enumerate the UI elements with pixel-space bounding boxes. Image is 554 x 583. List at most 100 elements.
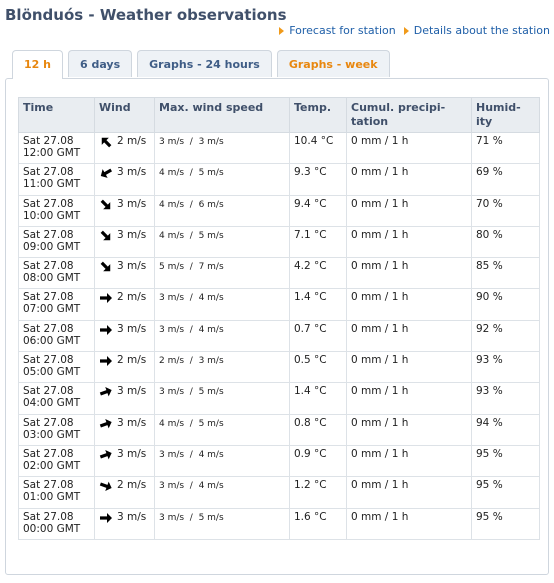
time-cell: Sat 27.08 03:00 GMT xyxy=(18,413,95,446)
observations-panel: Time Wind Max. wind speed Temp. Cumul. p… xyxy=(5,78,549,575)
table-row: Sat 27.08 08:00 GMT 3 m/s 5 m/s / 7 m/s 4.2 … xyxy=(18,257,540,290)
wind-cell: 3 m/s xyxy=(94,319,155,353)
gust-value: 5 m/s xyxy=(198,168,224,179)
humidity-cell: 93 % xyxy=(471,351,540,384)
header-humidity-line1: Humid- xyxy=(476,101,521,114)
separator: / xyxy=(184,387,199,398)
date-value: Sat 27.08 xyxy=(23,135,74,147)
mean-wind-value: 3 m/s xyxy=(159,137,185,147)
precipitation-cell: 0 mm / 1 h xyxy=(346,131,472,165)
precipitation-cell: 0 mm / 1 h xyxy=(346,507,472,540)
time-cell: Sat 27.08 09:00 GMT xyxy=(18,225,95,259)
time-value: 01:00 GMT xyxy=(23,491,81,504)
time-value: 06:00 GMT xyxy=(23,334,81,347)
date-value: Sat 27.08 xyxy=(23,510,74,523)
mean-wind-value: 3 m/s xyxy=(159,512,185,523)
separator: / xyxy=(184,324,199,335)
time-cell: Sat 27.08 05:00 GMT xyxy=(18,351,95,384)
date-value: Sat 27.08 xyxy=(23,322,74,335)
wind-cell: 3 m/s xyxy=(94,413,155,446)
wind-cell: 2 m/s xyxy=(94,476,155,509)
gust-value: 4 m/s xyxy=(198,481,224,492)
date-value: Sat 27.08 xyxy=(23,291,74,304)
humidity-cell: 70 % xyxy=(471,194,540,227)
time-cell: Sat 27.08 01:00 GMT xyxy=(18,476,95,509)
date-value: Sat 27.08 xyxy=(23,260,74,273)
wind-cell: 3 m/s xyxy=(94,257,155,290)
mean-wind-value: 3 m/s xyxy=(159,387,185,398)
table-row: Sat 27.08 00:00 GMT 3 m/s 3 m/s / 5 m/s 1.6 … xyxy=(18,507,540,540)
precipitation-cell: 0 mm / 1 h xyxy=(346,476,472,509)
max-wind-cell: 4 m/s / 6 m/s xyxy=(154,194,290,227)
gust-value: 5 m/s xyxy=(198,418,224,429)
precipitation-cell: 0 mm / 1 h xyxy=(346,319,472,353)
precipitation-cell: 0 mm / 1 h xyxy=(346,382,472,415)
date-value: Sat 27.08 xyxy=(23,447,74,460)
temperature-cell: 9.3 °C xyxy=(289,163,347,196)
time-value: 09:00 GMT xyxy=(23,240,81,253)
temperature-cell: 0.5 °C xyxy=(289,351,347,384)
tab-12h[interactable]: 12 h xyxy=(12,50,63,79)
date-value: Sat 27.08 xyxy=(23,354,74,367)
table-row: Sat 27.08 12:00 GMT 2 m/s 3 m/s / 3 m/s 10.4… xyxy=(18,131,540,165)
humidity-cell: 85 % xyxy=(471,257,540,290)
separator: / xyxy=(184,168,199,179)
separator: / xyxy=(184,418,199,429)
max-wind-cell: 3 m/s / 3 m/s xyxy=(154,131,290,165)
wind-speed-value: 3 m/s xyxy=(117,322,147,335)
wind-speed-value: 2 m/s xyxy=(117,291,147,304)
tab-graphs-week[interactable]: Graphs - week xyxy=(276,50,390,77)
details-about-station-label: Details about the station xyxy=(413,24,550,37)
separator: / xyxy=(184,356,199,367)
precipitation-cell: 0 mm / 1 h xyxy=(346,444,472,478)
humidity-cell: 69 % xyxy=(471,163,540,196)
header-precipitation: Cumul. precipi-tation xyxy=(346,97,472,133)
table-row: Sat 27.08 09:00 GMT 3 m/s 4 m/s / 5 m/s 7.1 … xyxy=(18,225,540,259)
header-precipitation-line1: Cumul. precipi- xyxy=(351,101,446,114)
temperature-cell: 10.4 °C xyxy=(289,131,347,165)
table-row: Sat 27.08 01:00 GMT 2 m/s 3 m/s / 4 m/s 1.2 … xyxy=(18,476,540,509)
humidity-cell: 95 % xyxy=(471,444,540,478)
time-value: 10:00 GMT xyxy=(23,209,81,222)
gust-value: 5 m/s xyxy=(198,230,224,241)
max-wind-cell: 5 m/s / 7 m/s xyxy=(154,257,290,290)
separator: / xyxy=(184,262,199,273)
wind-direction-icon xyxy=(100,293,112,304)
gust-value: 5 m/s xyxy=(198,387,224,398)
tab-6-days[interactable]: 6 days xyxy=(67,50,133,77)
wind-speed-value: 2 m/s xyxy=(117,135,147,147)
precipitation-cell: 0 mm / 1 h xyxy=(346,225,472,259)
table-row: Sat 27.08 05:00 GMT 2 m/s 2 m/s / 3 m/s 0.5 … xyxy=(18,351,540,384)
wind-direction-icon xyxy=(99,449,112,460)
gust-value: 5 m/s xyxy=(198,512,224,523)
wind-cell: 3 m/s xyxy=(94,163,155,196)
header-humidity-line2: ity xyxy=(476,115,493,128)
wind-speed-value: 3 m/s xyxy=(117,510,147,523)
humidity-cell: 94 % xyxy=(471,413,540,446)
wind-speed-value: 3 m/s xyxy=(117,416,147,429)
tab-graphs-24-hours[interactable]: Graphs - 24 hours xyxy=(137,50,272,77)
header-time: Time xyxy=(18,97,95,133)
header-humidity: Humid-ity xyxy=(471,97,540,133)
wind-speed-value: 2 m/s xyxy=(117,354,147,367)
separator: / xyxy=(184,449,199,460)
date-value: Sat 27.08 xyxy=(23,385,74,398)
mean-wind-value: 4 m/s xyxy=(159,230,185,241)
separator: / xyxy=(184,481,199,492)
time-cell: Sat 27.08 06:00 GMT xyxy=(18,319,95,353)
date-value: Sat 27.08 xyxy=(23,479,74,492)
date-value: Sat 27.08 xyxy=(23,416,74,429)
temperature-cell: 0.9 °C xyxy=(289,444,347,478)
humidity-cell: 95 % xyxy=(471,476,540,509)
wind-speed-value: 3 m/s xyxy=(117,447,147,460)
time-value: 12:00 GMT xyxy=(23,147,81,159)
date-value: Sat 27.08 xyxy=(23,228,74,241)
details-about-station-link[interactable]: Details about the station xyxy=(403,24,550,37)
forecast-for-station-link[interactable]: Forecast for station xyxy=(279,24,396,37)
wind-cell: 3 m/s xyxy=(94,507,155,540)
table-row: Sat 27.08 03:00 GMT 3 m/s 4 m/s / 5 m/s 0.8 … xyxy=(18,413,540,446)
time-cell: Sat 27.08 02:00 GMT xyxy=(18,444,95,478)
max-wind-cell: 3 m/s / 4 m/s xyxy=(154,288,290,321)
temperature-cell: 1.6 °C xyxy=(289,507,347,540)
header-precipitation-line2: tation xyxy=(351,115,389,128)
